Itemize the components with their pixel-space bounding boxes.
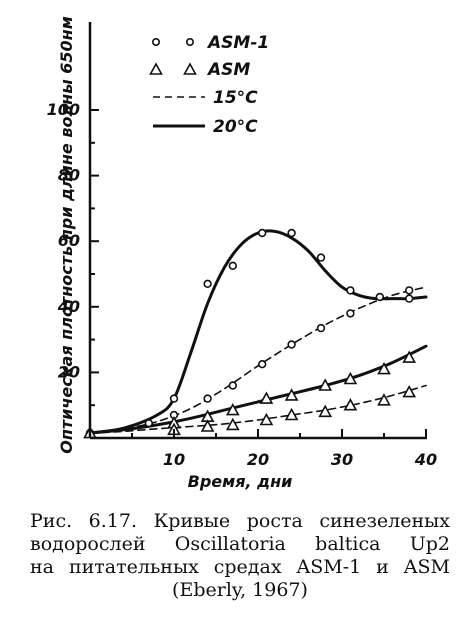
data-point-asm-1-15-c: [144, 419, 154, 428]
caption-line-4: (Eberly, 1967): [172, 579, 308, 601]
legend-circle-marker: [186, 37, 195, 46]
x-tick-label: 40: [414, 450, 437, 469]
data-markers: [83, 228, 417, 439]
data-point-asm-20-c: [343, 371, 358, 385]
x-tick-label: 30: [331, 450, 353, 469]
data-point-asm-20-c: [225, 402, 240, 416]
y-tick-label: 40: [57, 297, 80, 316]
series-line-asm-1-15-c: [89, 286, 427, 434]
caption-line-2: водорослей Oscillatoria baltica Up2: [30, 533, 450, 555]
legend-circle-marker: [152, 37, 161, 46]
data-point-asm-1-15-c: [405, 286, 414, 295]
data-point-asm-1-20-c: [228, 261, 238, 270]
x-axis-label: Время, дни: [188, 472, 293, 491]
data-point-asm-15-c: [318, 404, 333, 418]
data-point-asm-1-20-c: [258, 228, 267, 238]
data-point-asm-20-c: [377, 361, 391, 375]
legend-label-15c: 15°C: [213, 88, 258, 108]
data-point-asm-15-c: [402, 384, 417, 398]
legend-label-asm1: ASM-1: [206, 33, 269, 53]
caption-line-3: на питательных средах ASM-1 и ASM: [30, 556, 450, 578]
data-point-asm-15-c: [259, 412, 274, 426]
legend-label-20c: 20°C: [213, 117, 258, 137]
x-tick-label: 20: [247, 450, 269, 469]
y-tick-label: 20: [58, 362, 80, 381]
data-point-asm-20-c: [284, 388, 299, 401]
axes: [88, 22, 427, 440]
data-point-asm-1-20-c: [375, 292, 384, 302]
data-point-asm-1-15-c: [228, 381, 238, 390]
data-point-asm-1-20-c: [316, 253, 326, 262]
data-point-asm-15-c: [377, 393, 391, 406]
data-point-asm-1-20-c: [287, 228, 296, 238]
data-point-asm-1-20-c: [346, 286, 355, 295]
data-point-asm-1-20-c: [169, 394, 179, 403]
y-tick-label: 100: [47, 100, 80, 119]
axis-ticks: 20 40 60 80 100 10 20 30 40: [47, 100, 438, 469]
legend-triangle-marker: [149, 62, 163, 75]
data-point-asm-15-c: [284, 407, 299, 421]
data-point-asm-20-c: [318, 378, 333, 391]
data-point-asm-1-15-c: [316, 323, 326, 333]
y-tick-label: 60: [58, 231, 80, 250]
data-point-asm-20-c: [259, 391, 274, 404]
figure-caption: Рис. 6.17. Кривые роста синезеленых водо…: [30, 510, 450, 602]
data-point-asm-1-15-c: [258, 360, 267, 369]
data-point-asm-1-15-c: [346, 309, 355, 318]
data-point-asm-1-20-c: [405, 294, 414, 303]
series-curves: [88, 229, 428, 435]
series-line-asm-15-c: [89, 384, 427, 434]
y-axis-label: Оптическая плотность при длине волны 650…: [57, 16, 76, 454]
data-point-asm-20-c: [402, 350, 417, 363]
y-tick-label: 80: [58, 166, 80, 185]
data-point-asm-15-c: [343, 398, 358, 411]
data-point-asm-1-15-c: [287, 340, 296, 349]
data-point-asm-1-15-c: [203, 394, 212, 403]
x-tick-label: 10: [163, 450, 185, 469]
data-point-asm-1-20-c: [203, 279, 212, 288]
legend: ASM-1 ASM 15°C 20°C: [149, 33, 269, 137]
legend-triangle-marker: [183, 62, 197, 75]
legend-label-asm: ASM: [206, 60, 250, 80]
data-point-asm-15-c: [225, 417, 240, 431]
caption-line-1: Рис. 6.17. Кривые роста синезеленых: [30, 510, 450, 532]
data-point-asm-15-c: [200, 419, 215, 432]
